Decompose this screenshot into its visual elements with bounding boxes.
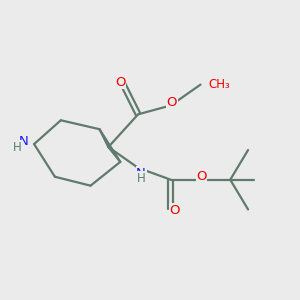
Text: CH₃: CH₃ xyxy=(209,77,231,91)
Text: O: O xyxy=(167,96,177,109)
Text: O: O xyxy=(115,76,125,89)
Text: H: H xyxy=(13,140,22,154)
Text: O: O xyxy=(196,170,207,183)
Text: H: H xyxy=(136,172,145,185)
Text: N: N xyxy=(136,167,146,180)
Text: O: O xyxy=(170,204,180,217)
Text: N: N xyxy=(19,135,29,148)
